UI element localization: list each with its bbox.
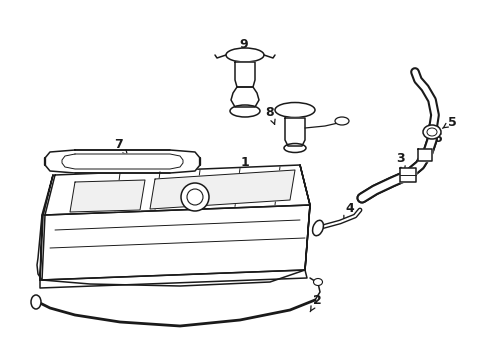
Polygon shape <box>62 154 183 169</box>
Polygon shape <box>150 170 295 209</box>
Polygon shape <box>45 165 310 215</box>
Polygon shape <box>400 168 416 182</box>
Polygon shape <box>40 175 53 280</box>
Ellipse shape <box>226 48 264 62</box>
Text: 4: 4 <box>344 202 354 220</box>
Ellipse shape <box>423 125 441 139</box>
Polygon shape <box>285 118 305 146</box>
Polygon shape <box>231 87 259 107</box>
Text: 8: 8 <box>266 105 275 124</box>
Polygon shape <box>70 180 145 212</box>
Ellipse shape <box>31 295 41 309</box>
Ellipse shape <box>230 105 260 117</box>
Text: 6: 6 <box>430 131 442 150</box>
Polygon shape <box>40 270 307 288</box>
Text: 5: 5 <box>442 116 456 129</box>
Ellipse shape <box>335 117 349 125</box>
Ellipse shape <box>275 103 315 117</box>
Polygon shape <box>235 62 255 87</box>
Ellipse shape <box>314 279 322 285</box>
Text: 1: 1 <box>231 157 249 203</box>
Text: 7: 7 <box>114 138 127 155</box>
Ellipse shape <box>284 144 306 153</box>
Text: 9: 9 <box>240 39 248 57</box>
Polygon shape <box>418 149 432 161</box>
Polygon shape <box>42 205 310 280</box>
Polygon shape <box>300 165 310 270</box>
Polygon shape <box>45 150 200 173</box>
Text: 3: 3 <box>396 152 405 171</box>
Ellipse shape <box>313 220 323 236</box>
Circle shape <box>181 183 209 211</box>
Text: 2: 2 <box>310 293 321 312</box>
